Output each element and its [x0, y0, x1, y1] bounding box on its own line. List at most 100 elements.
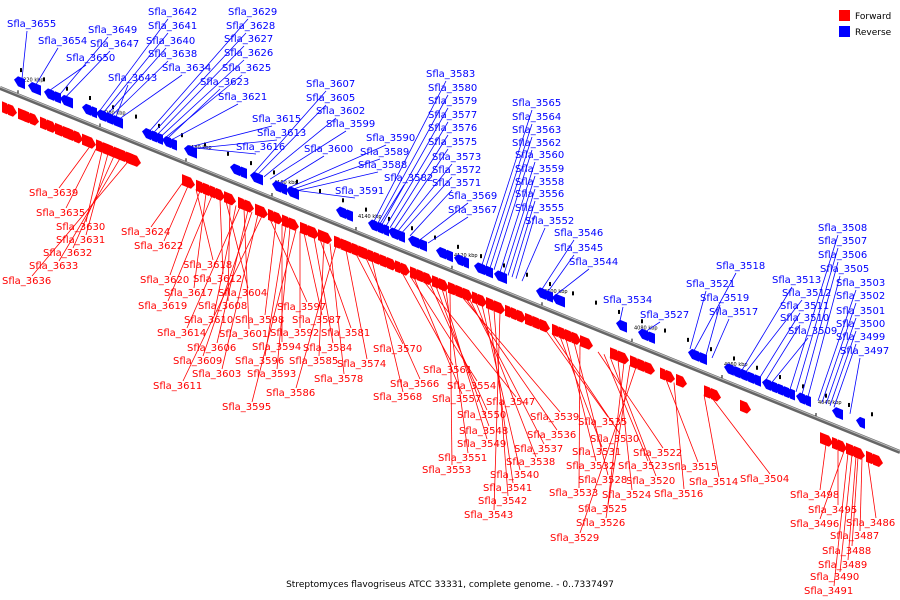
gene-label: Sfla_3633 [29, 261, 78, 272]
forward-gene-arrow [838, 439, 847, 453]
gene-label: Sfla_3542 [478, 496, 527, 507]
gene-label: Sfla_3526 [576, 518, 625, 529]
forward-gene-arrow [82, 133, 96, 149]
leader-line [445, 290, 469, 454]
reverse-gene-arrow [230, 163, 240, 177]
leader-line [31, 161, 129, 277]
forward-gene-arrow [308, 225, 319, 239]
gene-label: Sfla_3555 [515, 203, 564, 214]
gene-label: Sfla_3501 [836, 306, 885, 317]
reverse-gene-arrow [474, 262, 485, 276]
gene-label: Sfla_3541 [483, 483, 532, 494]
leader-line [693, 272, 737, 351]
gene-label: Sfla_3635 [36, 208, 85, 219]
genome-backbone-highlight [0, 86, 900, 452]
gene-label: Sfla_3508 [818, 223, 867, 234]
gene-label: Sfla_3591 [335, 186, 384, 197]
leader-line [711, 397, 771, 475]
minor-feature-mark [641, 319, 643, 324]
minor-feature-mark [687, 337, 689, 342]
leader-line [503, 175, 536, 274]
gene-label: Sfla_3650 [66, 53, 115, 64]
leader-line [413, 277, 463, 395]
leader-line [493, 309, 509, 497]
gene-label: Sfla_3540 [490, 470, 539, 481]
leader-line [186, 206, 241, 329]
gene-label: Sfla_3585 [289, 356, 338, 367]
gene-label: Sfla_3595 [222, 402, 271, 413]
leader-line [251, 229, 297, 403]
gene-label: Sfla_3611 [153, 381, 202, 392]
leader-line [765, 324, 801, 381]
reverse-gene-arrow [184, 145, 197, 159]
leader-line [219, 198, 224, 275]
minor-feature-mark [20, 68, 22, 73]
forward-gene-arrow [128, 152, 141, 167]
reverse-gene-arrow [645, 331, 655, 344]
gene-label: Sfla_3606 [187, 343, 236, 354]
reverse-gene-arrow [103, 112, 113, 125]
leader-line [475, 302, 537, 458]
gene-label: Sfla_3593 [247, 369, 296, 380]
reverse-gene-arrow [168, 138, 177, 151]
leader-line [481, 109, 533, 266]
leader-line [269, 130, 347, 180]
reverse-gene-arrow [616, 319, 627, 333]
minor-feature-mark [503, 263, 505, 268]
leader-line [689, 290, 707, 350]
leader-line [293, 158, 381, 190]
axis-tick-label: 4080 kbp [634, 326, 658, 332]
gene-label: Sfla_3557 [432, 394, 481, 405]
leader-line [521, 227, 546, 282]
leader-line [795, 247, 839, 393]
forward-gene-arrow [854, 445, 865, 460]
gene-label: Sfla_3531 [572, 447, 621, 458]
minor-feature-mark [204, 142, 206, 147]
gene-label: Sfla_3497 [840, 346, 889, 357]
gene-label: Sfla_3587 [292, 315, 341, 326]
gene-label: Sfla_3568 [373, 392, 422, 403]
minor-feature-mark [250, 161, 252, 166]
gene-label: Sfla_3647 [90, 39, 139, 50]
gene-label: Sfla_3556 [515, 189, 564, 200]
reverse-gene-arrow [762, 378, 771, 391]
forward-gene-arrow [740, 399, 751, 414]
gene-label: Sfla_3617 [164, 288, 213, 299]
leader-line [115, 84, 129, 118]
leader-line [297, 190, 356, 199]
reverse-gene-arrow [768, 381, 777, 394]
gene-label: Sfla_3642 [148, 7, 197, 18]
reverse-gene-arrow [368, 219, 377, 232]
gene-label: Sfla_3516 [654, 489, 703, 500]
gene-label: Sfla_3495 [808, 505, 857, 516]
gene-label: Sfla_3608 [198, 301, 247, 312]
gene-label: Sfla_3619 [138, 301, 187, 312]
legend-reverse-label: Reverse [855, 28, 892, 38]
leader-line [551, 333, 621, 435]
gene-label: Sfla_3523 [618, 461, 667, 472]
leader-line [264, 221, 277, 316]
leader-line [489, 136, 533, 269]
leader-line [555, 268, 590, 296]
forward-gene-arrow [571, 331, 581, 345]
leader-line [711, 318, 730, 359]
gene-label: Sfla_3581 [321, 328, 370, 339]
gene-label: Sfla_3612 [193, 274, 242, 285]
reverse-gene-arrow [832, 407, 843, 420]
gene-label: Sfla_3487 [830, 531, 879, 542]
gene-label: Sfla_3538 [506, 457, 555, 468]
leader-line [665, 379, 699, 463]
gene-label: Sfla_3527 [640, 310, 689, 321]
gene-label: Sfla_3558 [515, 177, 564, 188]
reverse-gene-arrow [343, 209, 353, 222]
minor-feature-mark [296, 179, 298, 184]
leader-line [379, 184, 405, 224]
gene-label: Sfla_3502 [836, 291, 885, 302]
gene-label: Sfla_3580 [428, 83, 477, 94]
gene-label: Sfla_3539 [530, 412, 579, 423]
leader-line [150, 183, 183, 228]
forward-gene-arrow [820, 432, 833, 447]
gene-label: Sfla_3498 [790, 490, 839, 501]
forward-gene-arrow [539, 318, 550, 333]
